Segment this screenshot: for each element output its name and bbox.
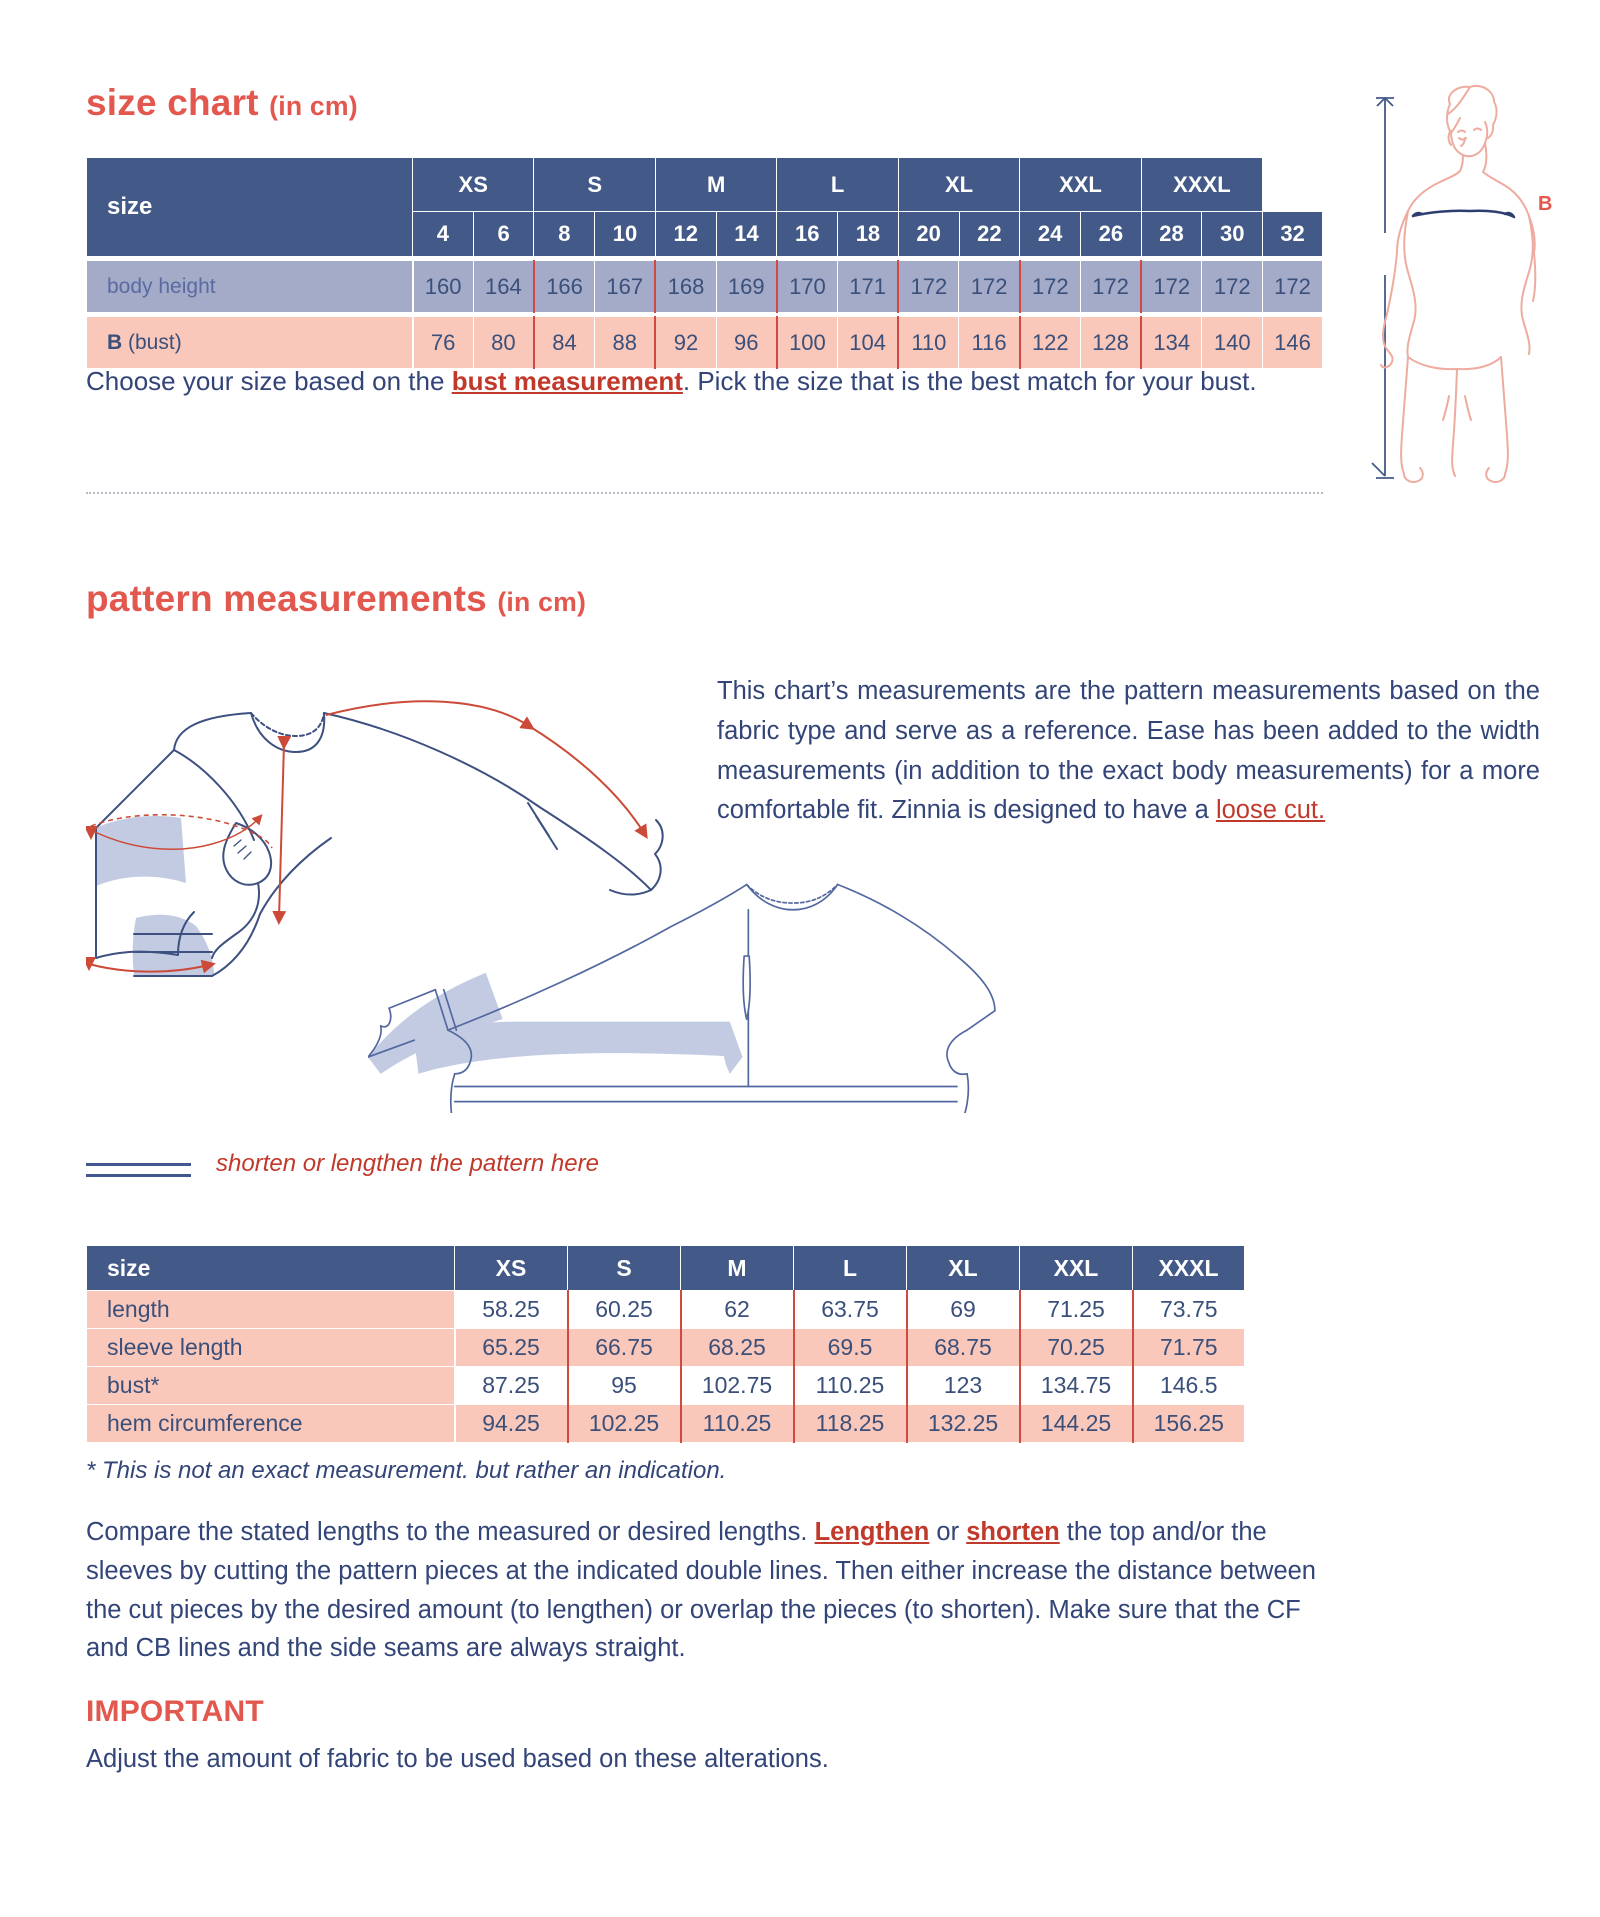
svg-text:B: B — [1538, 193, 1552, 215]
